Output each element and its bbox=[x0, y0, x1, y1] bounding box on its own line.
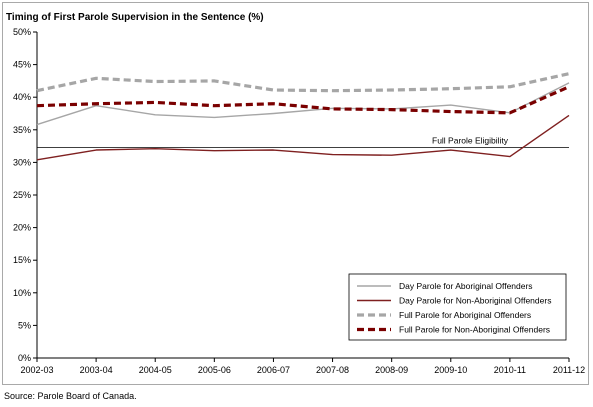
x-tick-label: 2004-05 bbox=[139, 365, 172, 375]
series-line bbox=[36, 72, 570, 93]
y-tick-label: 45% bbox=[13, 60, 31, 70]
series-line bbox=[36, 114, 570, 161]
x-axis: 2002-03 2003-04 2004-05 2005-06 2006-07 2007-… bbox=[20, 357, 585, 375]
full-parole-eligibility-label: Full Parole Eligibility bbox=[432, 135, 509, 145]
x-tick-label: 2005-06 bbox=[198, 365, 231, 375]
legend-label: Full Parole for Aboriginal Offenders bbox=[399, 310, 531, 320]
y-tick-label: 30% bbox=[13, 157, 31, 167]
legend-label: Day Parole for Non-Aboriginal Offenders bbox=[399, 296, 551, 306]
y-axis: 0% 5% 10% 15% 20% 25% 30% 35% 40% 45% 50% bbox=[13, 27, 38, 363]
y-tick-label: 50% bbox=[13, 27, 31, 37]
y-tick-label: 0% bbox=[18, 353, 31, 363]
y-tick-label: 25% bbox=[13, 190, 31, 200]
x-tick-label: 2007-08 bbox=[316, 365, 349, 375]
x-tick-label: 2010-11 bbox=[494, 365, 526, 375]
y-tick-label: 5% bbox=[18, 320, 31, 330]
series-3 bbox=[36, 72, 570, 93]
y-tick-label: 10% bbox=[13, 288, 31, 298]
y-tick-label: 35% bbox=[13, 125, 31, 135]
x-tick-label: 2008-09 bbox=[375, 365, 408, 375]
x-tick-label: 2003-04 bbox=[80, 365, 113, 375]
series-line bbox=[36, 82, 570, 126]
x-tick-label: 2011-12 bbox=[553, 365, 585, 375]
x-tick-label: 2009-10 bbox=[434, 365, 467, 375]
legend: Day Parole for Aboriginal Offenders Day P… bbox=[348, 273, 567, 341]
x-tick-label: 2002-03 bbox=[20, 365, 53, 375]
legend-label: Full Parole for Non-Aboriginal Offenders bbox=[399, 325, 550, 335]
source-note: Source: Parole Board of Canada. bbox=[4, 391, 137, 401]
series-line bbox=[36, 85, 570, 115]
series-group bbox=[36, 72, 570, 161]
reference-line-group: Full Parole Eligibility bbox=[37, 135, 569, 148]
y-tick-label: 20% bbox=[13, 223, 31, 233]
chart-frame bbox=[2, 2, 589, 385]
y-tick-label: 15% bbox=[13, 255, 31, 265]
y-tick-label: 40% bbox=[13, 92, 31, 102]
chart-title: Timing of First Parole Supervision in th… bbox=[6, 12, 264, 23]
series-4 bbox=[36, 85, 570, 115]
series-2 bbox=[36, 114, 570, 161]
x-tick-label: 2006-07 bbox=[257, 365, 290, 375]
legend-label: Day Parole for Aboriginal Offenders bbox=[399, 281, 533, 291]
